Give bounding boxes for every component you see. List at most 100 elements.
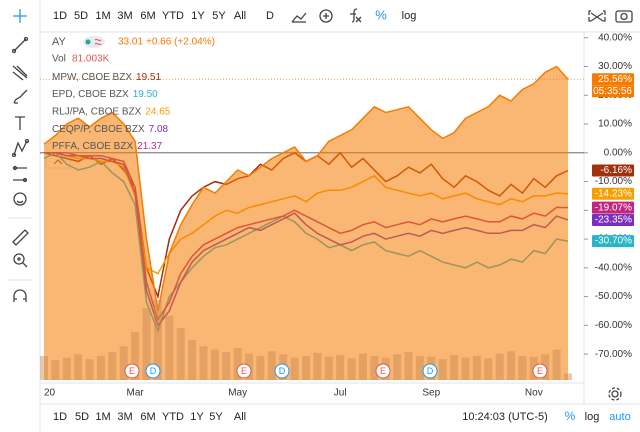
range-button[interactable]: 1D xyxy=(53,411,67,423)
y-tick-label: -40.00% xyxy=(595,262,632,273)
log-button[interactable]: log xyxy=(585,411,600,423)
volume-bar xyxy=(222,352,231,380)
range-button[interactable]: 5Y xyxy=(212,10,226,22)
log-button[interactable]: log xyxy=(402,10,417,22)
y-tick-label: 10.00% xyxy=(598,119,632,130)
volume-bar xyxy=(119,346,128,380)
volume-bar xyxy=(484,358,493,380)
event-marker[interactable] xyxy=(422,363,438,379)
volume-label: 81.003K xyxy=(72,54,110,65)
range-button[interactable]: 1M xyxy=(95,411,110,423)
event-marker[interactable] xyxy=(236,363,252,379)
legend-name: EPD, CBOE BZX xyxy=(52,89,129,100)
volume-bar xyxy=(552,349,561,380)
volume-bar xyxy=(313,352,322,380)
volume-bar xyxy=(347,358,356,380)
range-button[interactable]: 5D xyxy=(75,411,89,423)
indicators-button[interactable] xyxy=(319,9,333,23)
fib-tool[interactable] xyxy=(12,65,28,81)
legend-dot xyxy=(85,39,91,45)
volume-bar xyxy=(438,359,447,380)
range-button[interactable]: All xyxy=(234,411,246,423)
range-button[interactable]: 3M xyxy=(117,411,132,423)
event-label: D xyxy=(279,366,286,376)
countdown-box xyxy=(592,85,634,98)
y-tick-label: -70.00% xyxy=(595,349,632,360)
end-label-box xyxy=(592,213,634,226)
event-marker[interactable] xyxy=(375,363,391,379)
range-button[interactable]: 1D xyxy=(53,10,67,22)
volume-bar xyxy=(290,357,299,380)
countdown: 05:35:56 xyxy=(593,86,632,97)
end-label: -30.70% xyxy=(595,236,632,247)
event-label: D xyxy=(150,366,157,376)
event-marker[interactable] xyxy=(145,363,161,379)
volume-bar xyxy=(564,373,572,380)
range-button[interactable]: YTD xyxy=(162,10,184,22)
emoji-tool[interactable] xyxy=(13,192,27,206)
legend-pill[interactable] xyxy=(83,36,105,48)
volume-bar xyxy=(210,349,219,380)
range-button[interactable]: 5Y xyxy=(209,411,223,423)
volume-bar xyxy=(256,356,265,380)
volume-bar xyxy=(336,355,345,380)
range-button[interactable]: 1M xyxy=(95,10,110,22)
event-marker[interactable] xyxy=(124,363,140,379)
range-button[interactable]: 5D xyxy=(74,10,88,22)
crosshair-tool[interactable] xyxy=(13,9,27,23)
range-button[interactable]: All xyxy=(234,10,246,22)
range-button[interactable]: 1Y xyxy=(191,10,205,22)
end-label: -23.35% xyxy=(595,215,632,226)
event-marker[interactable] xyxy=(532,363,548,379)
legend-wave xyxy=(94,38,102,46)
text-tool[interactable] xyxy=(15,116,25,130)
volume-bar xyxy=(108,352,117,380)
volume-bar xyxy=(142,308,151,380)
interval-button[interactable]: D xyxy=(266,10,274,22)
magnet-tool[interactable] xyxy=(13,289,27,302)
volume-bar xyxy=(165,316,174,380)
end-label-box xyxy=(592,235,634,248)
legend-price: 19.51 xyxy=(136,72,161,83)
brush-tool[interactable] xyxy=(13,89,28,104)
volume-bar xyxy=(302,356,310,380)
snapshot-button[interactable] xyxy=(615,10,633,23)
volume-bar xyxy=(74,354,83,380)
legend-price: 21.37 xyxy=(137,141,162,152)
ruler-tool[interactable] xyxy=(12,229,29,246)
zoom-tool[interactable] xyxy=(13,253,28,268)
event-label: D xyxy=(427,366,434,376)
volume-bar xyxy=(40,356,48,380)
range-button[interactable]: 6M xyxy=(140,411,155,423)
volume-bar xyxy=(358,353,367,380)
auto-button[interactable]: auto xyxy=(609,411,630,423)
percent-button[interactable]: % xyxy=(375,7,387,22)
end-label: -6.16% xyxy=(600,165,632,176)
pattern-tool[interactable] xyxy=(11,138,30,158)
legend-price: 19.50 xyxy=(133,89,158,100)
projection-tool[interactable] xyxy=(12,165,28,183)
legend-change: +0.66 (+2.04%) xyxy=(146,37,215,48)
range-button[interactable]: 3M xyxy=(117,10,132,22)
x-tick-label: 20 xyxy=(44,388,56,399)
functions-button[interactable] xyxy=(350,8,362,23)
y-tick-label: -10.00% xyxy=(595,176,632,187)
series-area xyxy=(44,66,568,380)
event-label: E xyxy=(241,366,247,376)
range-button[interactable]: YTD xyxy=(162,411,184,423)
top-icons xyxy=(291,8,633,401)
event-marker[interactable] xyxy=(274,363,290,379)
percent-button[interactable]: % xyxy=(565,409,576,423)
event-label: E xyxy=(380,366,386,376)
range-button[interactable]: 6M xyxy=(140,10,155,22)
volume-bar xyxy=(415,356,424,380)
end-label-box xyxy=(592,187,634,200)
fullscreen-button[interactable] xyxy=(588,10,606,22)
range-button[interactable]: 1Y xyxy=(190,411,204,423)
volume-bar xyxy=(96,356,105,380)
chart-style-button[interactable] xyxy=(291,12,307,23)
volume-bar xyxy=(233,348,242,380)
settings-button[interactable] xyxy=(608,387,622,401)
trend-line-tool[interactable] xyxy=(11,36,29,54)
volume-bar xyxy=(199,346,208,380)
